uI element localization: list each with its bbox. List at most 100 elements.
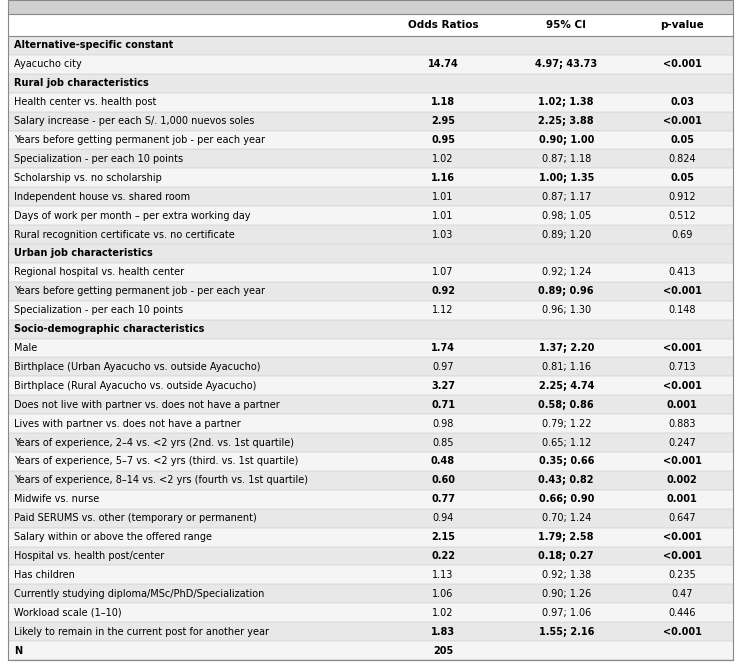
Text: 0.446: 0.446: [668, 608, 696, 618]
Text: 0.18; 0.27: 0.18; 0.27: [539, 551, 594, 561]
Text: 0.81; 1.16: 0.81; 1.16: [542, 362, 591, 372]
Text: 0.35; 0.66: 0.35; 0.66: [539, 456, 594, 466]
Text: Does not live with partner vs. does not have a partner: Does not live with partner vs. does not …: [14, 399, 280, 409]
Bar: [8, 225, 733, 244]
Bar: [8, 603, 733, 622]
Text: 14.74: 14.74: [428, 59, 459, 69]
Text: Urban job characteristics: Urban job characteristics: [14, 248, 153, 259]
Text: Years before getting permanent job - per each year: Years before getting permanent job - per…: [14, 135, 265, 145]
Text: 0.66; 0.90: 0.66; 0.90: [539, 494, 594, 504]
Text: Has children: Has children: [14, 570, 75, 580]
Text: 3.27: 3.27: [431, 381, 455, 391]
Text: 0.03: 0.03: [671, 97, 694, 107]
Text: 0.824: 0.824: [668, 154, 696, 164]
Text: 0.22: 0.22: [431, 551, 455, 561]
Bar: [8, 282, 733, 301]
Text: 0.77: 0.77: [431, 494, 455, 504]
Text: 0.98: 0.98: [432, 419, 453, 429]
Text: Lives with partner vs. does not have a partner: Lives with partner vs. does not have a p…: [14, 419, 241, 429]
Text: Independent house vs. shared room: Independent house vs. shared room: [14, 192, 190, 202]
Text: 0.92: 0.92: [431, 287, 455, 297]
Bar: [8, 452, 733, 471]
Text: p-value: p-value: [660, 20, 704, 30]
Text: Likely to remain in the current post for another year: Likely to remain in the current post for…: [14, 627, 269, 637]
Bar: [8, 490, 733, 509]
Text: 0.65; 1.12: 0.65; 1.12: [542, 438, 591, 448]
Text: 0.89; 0.96: 0.89; 0.96: [539, 287, 594, 297]
Text: <0.001: <0.001: [662, 381, 702, 391]
Bar: [8, 150, 733, 168]
Text: 1.55; 2.16: 1.55; 2.16: [539, 627, 594, 637]
Text: 1.00; 1.35: 1.00; 1.35: [539, 173, 594, 183]
Text: N: N: [14, 645, 22, 655]
Text: 1.01: 1.01: [432, 192, 453, 202]
Text: Salary within or above the offered range: Salary within or above the offered range: [14, 532, 212, 542]
Text: 1.79; 2.58: 1.79; 2.58: [539, 532, 594, 542]
Text: 0.89; 1.20: 0.89; 1.20: [542, 230, 591, 240]
Bar: [8, 36, 733, 55]
Text: Scholarship vs. no scholarship: Scholarship vs. no scholarship: [14, 173, 162, 183]
Text: 0.94: 0.94: [432, 513, 453, 523]
Text: Salary increase - per each S/. 1,000 nuevos soles: Salary increase - per each S/. 1,000 nue…: [14, 116, 254, 126]
Bar: [8, 319, 733, 339]
Bar: [8, 263, 733, 282]
Text: 0.883: 0.883: [668, 419, 696, 429]
Bar: [8, 433, 733, 452]
Text: Paid SERUMS vs. other (temporary or permanent): Paid SERUMS vs. other (temporary or perm…: [14, 513, 256, 523]
Text: Health center vs. health post: Health center vs. health post: [14, 97, 156, 107]
Text: 0.58; 0.86: 0.58; 0.86: [539, 399, 594, 409]
Bar: [8, 206, 733, 225]
Text: 1.06: 1.06: [432, 589, 453, 599]
Text: 2.15: 2.15: [431, 532, 455, 542]
Bar: [8, 339, 733, 357]
Text: 0.912: 0.912: [668, 192, 696, 202]
Bar: [8, 584, 733, 603]
Text: 2.25; 3.88: 2.25; 3.88: [539, 116, 594, 126]
Text: 205: 205: [433, 645, 453, 655]
Text: 0.71: 0.71: [431, 399, 455, 409]
Text: Birthplace (Urban Ayacucho vs. outside Ayacucho): Birthplace (Urban Ayacucho vs. outside A…: [14, 362, 261, 372]
Bar: [8, 93, 733, 112]
Text: Rural job characteristics: Rural job characteristics: [14, 78, 149, 88]
Text: Years of experience, 2–4 vs. <2 yrs (2nd. vs. 1st quartile): Years of experience, 2–4 vs. <2 yrs (2nd…: [14, 438, 294, 448]
Text: 0.647: 0.647: [668, 513, 696, 523]
Text: Specialization - per each 10 points: Specialization - per each 10 points: [14, 154, 183, 164]
Bar: [8, 14, 733, 36]
Text: 0.95: 0.95: [431, 135, 455, 145]
Text: 1.13: 1.13: [432, 570, 453, 580]
Text: 0.87; 1.18: 0.87; 1.18: [542, 154, 591, 164]
Text: 0.05: 0.05: [671, 173, 694, 183]
Text: <0.001: <0.001: [662, 116, 702, 126]
Text: 0.90; 1.26: 0.90; 1.26: [542, 589, 591, 599]
Text: 1.02; 1.38: 1.02; 1.38: [539, 97, 594, 107]
Text: Years of experience, 8–14 vs. <2 yrs (fourth vs. 1st quartile): Years of experience, 8–14 vs. <2 yrs (fo…: [14, 476, 308, 486]
Bar: [8, 565, 733, 584]
Bar: [8, 528, 733, 546]
Text: 2.25; 4.74: 2.25; 4.74: [539, 381, 594, 391]
Text: Workload scale (1–10): Workload scale (1–10): [14, 608, 122, 618]
Text: <0.001: <0.001: [662, 532, 702, 542]
Text: 0.85: 0.85: [432, 438, 453, 448]
Text: Days of work per month – per extra working day: Days of work per month – per extra worki…: [14, 210, 250, 220]
Text: 0.48: 0.48: [431, 456, 455, 466]
Text: 1.83: 1.83: [431, 627, 455, 637]
Text: 0.60: 0.60: [431, 476, 455, 486]
Bar: [8, 546, 733, 565]
Bar: [8, 168, 733, 187]
Text: 1.03: 1.03: [432, 230, 453, 240]
Text: Male: Male: [14, 343, 37, 353]
Text: Years before getting permanent job - per each year: Years before getting permanent job - per…: [14, 287, 265, 297]
Text: 0.90; 1.00: 0.90; 1.00: [539, 135, 594, 145]
Bar: [8, 244, 733, 263]
Text: 1.37; 2.20: 1.37; 2.20: [539, 343, 594, 353]
Text: Midwife vs. nurse: Midwife vs. nurse: [14, 494, 99, 504]
Bar: [8, 471, 733, 490]
Bar: [8, 0, 733, 14]
Text: Socio-demographic characteristics: Socio-demographic characteristics: [14, 324, 205, 334]
Text: 0.87; 1.17: 0.87; 1.17: [542, 192, 591, 202]
Text: 0.247: 0.247: [668, 438, 696, 448]
Bar: [8, 622, 733, 641]
Text: 0.98; 1.05: 0.98; 1.05: [542, 210, 591, 220]
Text: <0.001: <0.001: [662, 627, 702, 637]
Bar: [8, 376, 733, 395]
